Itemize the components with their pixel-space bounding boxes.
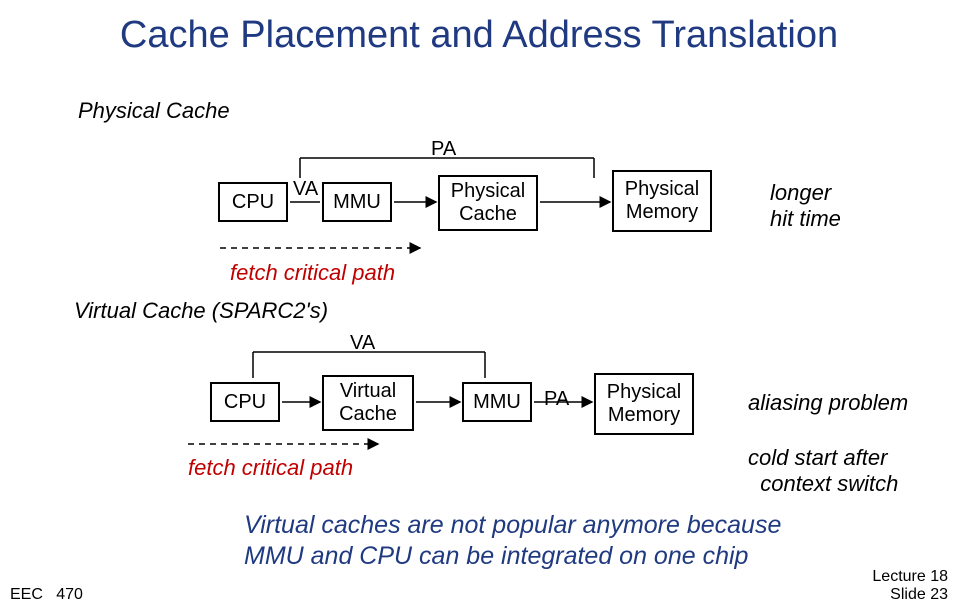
fetch-critical-path-virtual: fetch critical path [188, 455, 353, 481]
va-label-physical: VA [293, 178, 318, 201]
cpu-text: CPU [232, 191, 274, 214]
mmu-box-virtual: MMU [462, 382, 532, 422]
cold-start-note: cold start after context switch [748, 445, 898, 497]
memory-text: Physical Memory [625, 178, 699, 224]
memory-text-2: Physical Memory [607, 381, 681, 427]
cpu-box-virtual: CPU [210, 382, 280, 422]
cpu-text-2: CPU [224, 391, 266, 414]
slide-title: Cache Placement and Address Translation [0, 0, 958, 57]
cache-text: Physical Cache [451, 180, 525, 226]
virtual-heading: Virtual Cache (SPARC2's) [74, 298, 328, 324]
mmu-text-2: MMU [473, 391, 521, 414]
footer-right: Lecture 18 Slide 23 [872, 568, 948, 604]
footer-left: EEC 470 [10, 586, 83, 604]
physical-heading: Physical Cache [78, 98, 230, 124]
mmu-text: MMU [333, 191, 381, 214]
vcache-text: Virtual Cache [339, 380, 397, 426]
va-label-virtual: VA [350, 332, 375, 355]
longer-hit-time-note: longer hit time [770, 180, 841, 232]
virtual-cache-box: Virtual Cache [322, 375, 414, 431]
cpu-box-physical: CPU [218, 182, 288, 222]
footer-slide: Slide 23 [872, 586, 948, 604]
physical-memory-box-2: Physical Memory [594, 373, 694, 435]
mmu-box-physical: MMU [322, 182, 392, 222]
fetch-critical-path-physical: fetch critical path [230, 260, 395, 286]
pa-label-virtual: PA [544, 388, 569, 411]
physical-cache-box: Physical Cache [438, 175, 538, 231]
physical-memory-box-1: Physical Memory [612, 170, 712, 232]
conclusion-text: Virtual caches are not popular anymore b… [244, 510, 781, 573]
pa-label-physical: PA [431, 138, 456, 161]
footer-lecture: Lecture 18 [872, 568, 948, 586]
aliasing-note: aliasing problem [748, 390, 908, 416]
